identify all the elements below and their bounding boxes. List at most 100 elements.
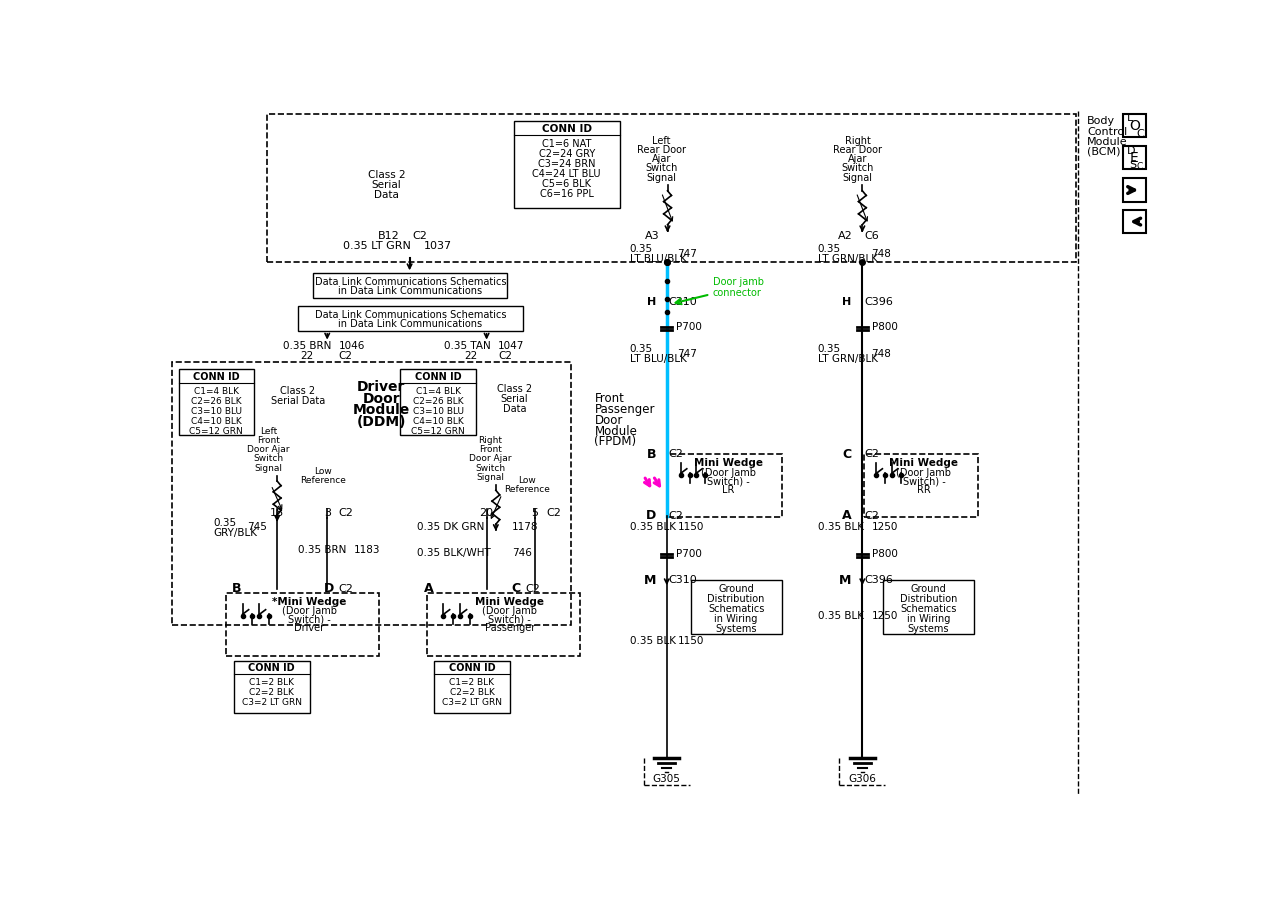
Text: 0.35: 0.35: [214, 518, 237, 528]
Text: C310: C310: [668, 575, 698, 586]
Text: 0.35 BLK: 0.35 BLK: [818, 611, 864, 621]
Text: (FPDM): (FPDM): [594, 435, 636, 448]
Text: C1=6 NAT: C1=6 NAT: [541, 139, 591, 149]
Bar: [1123, 146, 1146, 170]
Text: P700: P700: [676, 549, 701, 559]
Text: Data Link Communications Schematics: Data Link Communications Schematics: [315, 276, 506, 287]
Text: Class 2: Class 2: [497, 384, 532, 394]
Text: D: D: [1126, 145, 1135, 156]
Bar: [401, 370, 476, 435]
Text: LT BLU/BLK: LT BLU/BLK: [630, 254, 686, 264]
Text: in Wiring: in Wiring: [908, 614, 950, 624]
Text: Front: Front: [594, 392, 625, 405]
Text: (Door Jamb: (Door Jamb: [483, 606, 538, 616]
Text: Switch: Switch: [645, 163, 677, 173]
Text: 0.35: 0.35: [630, 344, 653, 353]
Text: H: H: [842, 297, 851, 307]
Text: 1183: 1183: [355, 545, 380, 555]
Text: Mini Wedge: Mini Wedge: [475, 597, 544, 607]
Text: M: M: [840, 574, 851, 587]
Text: Switch) -: Switch) -: [489, 614, 531, 624]
Text: Ground: Ground: [718, 584, 754, 594]
Text: 0.35: 0.35: [630, 244, 653, 254]
Text: 746: 746: [512, 548, 532, 558]
Text: Systems: Systems: [716, 624, 756, 634]
Text: 0.35 BRN: 0.35 BRN: [283, 342, 332, 352]
Text: Signal: Signal: [646, 173, 676, 183]
Text: 0.35 TAN: 0.35 TAN: [444, 342, 492, 352]
Text: Signal: Signal: [842, 173, 873, 183]
Text: B: B: [232, 582, 241, 596]
Text: (BCM): (BCM): [1087, 146, 1121, 157]
Text: CONN ID: CONN ID: [449, 663, 495, 674]
Text: C: C: [1137, 129, 1144, 139]
Text: 1250: 1250: [872, 522, 899, 532]
Text: C2: C2: [412, 231, 426, 241]
Text: Data: Data: [374, 190, 399, 200]
Bar: [1123, 210, 1146, 233]
Text: C3=24 BRN: C3=24 BRN: [538, 159, 595, 169]
Text: C4=10 BLK: C4=10 BLK: [191, 416, 242, 425]
Text: Low: Low: [314, 466, 332, 475]
Text: (Door Jamb: (Door Jamb: [896, 467, 951, 477]
Text: Door Ajar: Door Ajar: [470, 454, 512, 463]
Text: Switch: Switch: [253, 454, 284, 463]
Text: 1037: 1037: [424, 241, 452, 251]
Bar: [234, 660, 310, 713]
Text: C4=10 BLK: C4=10 BLK: [412, 416, 463, 425]
Text: Door: Door: [362, 392, 399, 405]
Bar: [883, 579, 974, 633]
Text: Serial Data: Serial Data: [271, 396, 325, 406]
Text: Systems: Systems: [908, 624, 950, 634]
Text: Driver: Driver: [294, 623, 325, 633]
Text: 747: 747: [677, 249, 698, 259]
Text: C3=2 LT GRN: C3=2 LT GRN: [442, 698, 502, 707]
Text: in Data Link Communications: in Data Link Communications: [338, 319, 483, 329]
Text: B: B: [646, 448, 657, 461]
Text: Data: Data: [503, 404, 526, 414]
Text: CONN ID: CONN ID: [248, 663, 296, 674]
Text: Control: Control: [1087, 126, 1128, 136]
Text: C2: C2: [864, 510, 879, 521]
Text: Left: Left: [260, 427, 278, 436]
Text: Ground: Ground: [910, 584, 946, 594]
Text: 20: 20: [480, 508, 494, 518]
Text: C396: C396: [864, 575, 892, 586]
Text: C2: C2: [668, 449, 684, 459]
Bar: [173, 361, 571, 625]
Text: C2: C2: [498, 352, 512, 361]
Text: Switch) -: Switch) -: [288, 614, 330, 624]
Text: Passenger: Passenger: [594, 403, 655, 416]
Text: P700: P700: [676, 322, 701, 332]
Text: Schematics: Schematics: [900, 604, 956, 614]
Text: E: E: [1129, 152, 1138, 165]
Text: Rear Door: Rear Door: [833, 145, 882, 155]
Text: 748: 748: [872, 349, 891, 359]
Bar: [227, 593, 379, 656]
Text: Module: Module: [1087, 136, 1128, 146]
Text: A: A: [424, 582, 434, 596]
Text: C: C: [1137, 161, 1143, 170]
Text: (DDM): (DDM): [356, 414, 406, 429]
Bar: [864, 454, 978, 518]
Text: C2=24 GRY: C2=24 GRY: [539, 149, 595, 159]
Text: C3=2 LT GRN: C3=2 LT GRN: [242, 698, 302, 707]
Text: 22: 22: [300, 352, 314, 361]
Text: RR: RR: [916, 485, 931, 495]
Text: 1178: 1178: [512, 522, 539, 532]
Bar: [179, 370, 253, 435]
Text: A2: A2: [838, 231, 854, 241]
Text: D: D: [645, 509, 657, 522]
Text: CONN ID: CONN ID: [193, 372, 239, 382]
Text: C396: C396: [864, 297, 892, 307]
Text: D: D: [324, 582, 334, 596]
Text: C2=26 BLK: C2=26 BLK: [412, 396, 463, 405]
Text: C1=2 BLK: C1=2 BLK: [250, 677, 294, 686]
Text: C2: C2: [339, 584, 353, 594]
Text: Right: Right: [479, 436, 503, 445]
Bar: [691, 579, 782, 633]
Text: Switch) -: Switch) -: [707, 476, 750, 486]
Text: 18: 18: [270, 508, 284, 518]
Text: 1250: 1250: [872, 611, 899, 621]
Text: C5=12 GRN: C5=12 GRN: [411, 427, 465, 436]
